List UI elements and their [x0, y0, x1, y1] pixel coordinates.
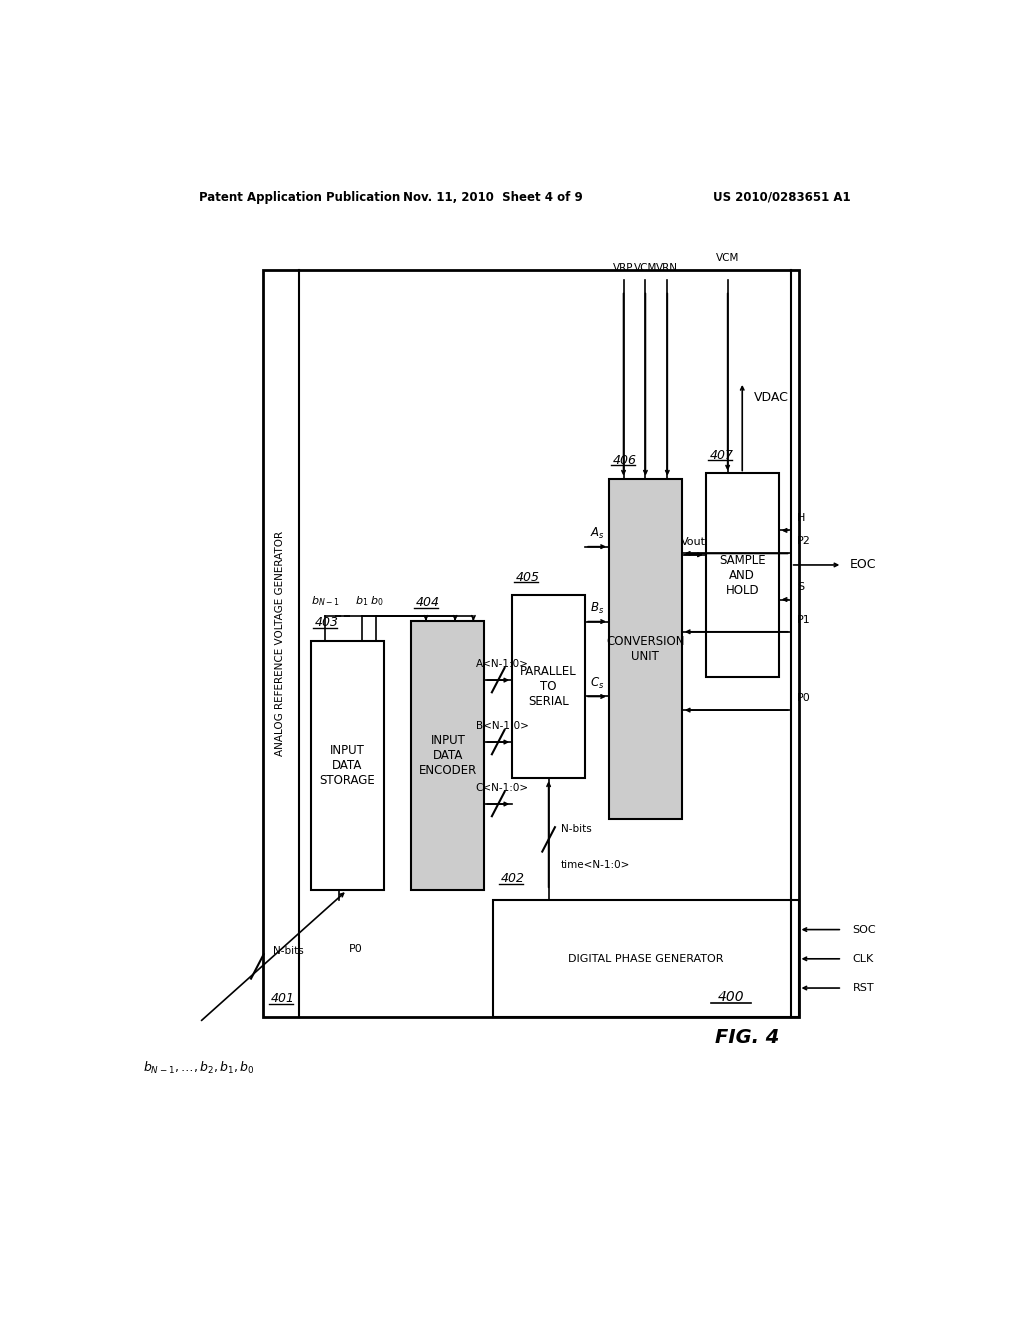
Text: P1: P1: [797, 615, 811, 624]
Text: A<N-1:0>: A<N-1:0>: [476, 659, 528, 669]
Text: 405: 405: [516, 570, 540, 583]
Text: INPUT
DATA
STORAGE: INPUT DATA STORAGE: [319, 744, 375, 787]
Text: SOC: SOC: [853, 924, 877, 935]
Text: VRP: VRP: [613, 263, 634, 273]
Text: CONVERSION
UNIT: CONVERSION UNIT: [606, 635, 685, 663]
Text: 401: 401: [270, 993, 295, 1006]
Text: VDAC: VDAC: [754, 391, 790, 404]
Text: US 2010/0283651 A1: US 2010/0283651 A1: [713, 190, 850, 203]
Text: 406: 406: [613, 454, 637, 467]
Bar: [310, 642, 384, 890]
Text: Patent Application Publication: Patent Application Publication: [200, 190, 400, 203]
Text: 404: 404: [416, 597, 439, 609]
Text: P2: P2: [797, 536, 811, 546]
Text: VCM: VCM: [716, 253, 739, 263]
Text: N-bits: N-bits: [273, 946, 304, 956]
Text: time<N-1:0>: time<N-1:0>: [560, 859, 630, 870]
Text: CLK: CLK: [853, 954, 873, 964]
Text: N-bits: N-bits: [560, 824, 591, 834]
Bar: [609, 479, 682, 818]
Text: 403: 403: [314, 616, 339, 630]
Bar: [706, 474, 778, 677]
Text: VCM: VCM: [634, 263, 657, 273]
Text: P0: P0: [348, 944, 362, 953]
Text: $A_s$: $A_s$: [590, 525, 604, 541]
Text: Nov. 11, 2010  Sheet 4 of 9: Nov. 11, 2010 Sheet 4 of 9: [403, 190, 583, 203]
Text: VRN: VRN: [656, 263, 678, 273]
Bar: [512, 595, 585, 779]
Text: RST: RST: [853, 983, 874, 993]
Text: SAMPLE
AND
HOLD: SAMPLE AND HOLD: [719, 553, 766, 597]
Text: P0: P0: [797, 693, 811, 704]
Text: $b_1$: $b_1$: [355, 594, 369, 609]
Text: $b_{N-1}$: $b_{N-1}$: [311, 594, 340, 609]
Bar: [494, 900, 799, 1018]
Text: 407: 407: [710, 449, 734, 462]
Text: PARALLEL
TO
SERIAL: PARALLEL TO SERIAL: [520, 665, 577, 709]
Bar: [263, 271, 799, 1018]
Text: Vout: Vout: [681, 537, 707, 546]
Text: EOC: EOC: [850, 558, 877, 572]
Bar: [412, 620, 484, 890]
Text: FIG. 4: FIG. 4: [715, 1028, 779, 1047]
Text: INPUT
DATA
ENCODER: INPUT DATA ENCODER: [419, 734, 477, 777]
Text: 400: 400: [718, 990, 744, 1005]
Text: ANALOG REFERENCE VOLTAGE GENERATOR: ANALOG REFERENCE VOLTAGE GENERATOR: [275, 531, 286, 756]
Text: B<N-1:0>: B<N-1:0>: [476, 721, 528, 731]
Text: 402: 402: [501, 871, 525, 884]
Text: C<N-1:0>: C<N-1:0>: [475, 783, 528, 793]
Text: $b_{N-1},\ldots, b_2, b_1, b_0$: $b_{N-1},\ldots, b_2, b_1, b_0$: [143, 1060, 255, 1076]
Text: $b_0$: $b_0$: [370, 594, 383, 609]
Text: H: H: [797, 513, 806, 523]
Text: S: S: [797, 582, 804, 593]
Text: $B_s$: $B_s$: [590, 601, 604, 616]
Text: DIGITAL PHASE GENERATOR: DIGITAL PHASE GENERATOR: [568, 954, 724, 964]
Text: $C_s$: $C_s$: [590, 676, 604, 690]
